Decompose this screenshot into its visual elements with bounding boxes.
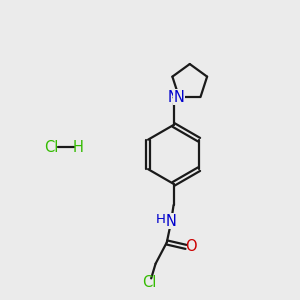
Text: Cl: Cl — [142, 275, 156, 290]
Text: N: N — [168, 90, 179, 105]
Text: H: H — [72, 140, 83, 154]
Text: N: N — [174, 89, 184, 104]
Text: Cl: Cl — [44, 140, 58, 154]
Text: N: N — [166, 214, 177, 229]
Text: O: O — [185, 239, 197, 254]
Text: H: H — [156, 213, 166, 226]
